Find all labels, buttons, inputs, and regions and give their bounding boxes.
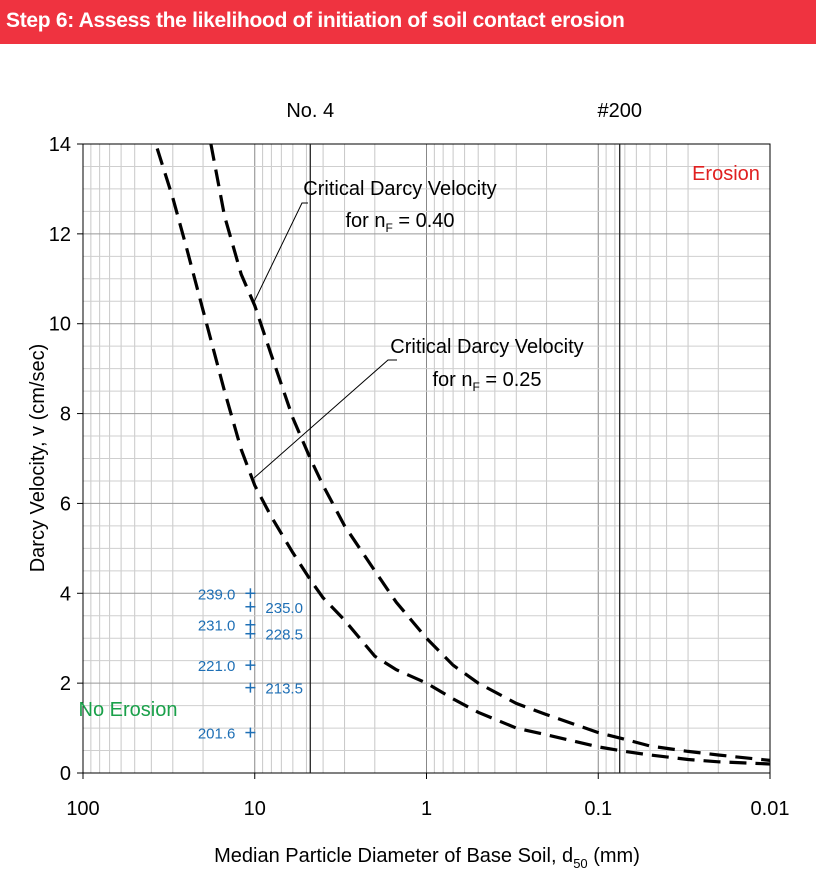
leader-line-025 bbox=[253, 359, 397, 479]
annotation-leaders bbox=[253, 202, 397, 479]
y-tick-label: 0 bbox=[60, 763, 71, 785]
data-point-label: 228.5 bbox=[265, 627, 303, 644]
x-axis-label: Median Particle Diameter of Base Soil, d… bbox=[214, 845, 640, 871]
x-tick-label: 1 bbox=[421, 798, 432, 820]
y-tick-label: 4 bbox=[60, 583, 71, 605]
x-tick-label: 100 bbox=[66, 798, 99, 820]
y-tick-label: 8 bbox=[60, 404, 71, 426]
critical-velocity-curve bbox=[155, 148, 771, 766]
data-point-label: 201.6 bbox=[198, 726, 236, 743]
x-tick-label: 10 bbox=[244, 798, 266, 820]
data-point-label: 239.0 bbox=[198, 586, 236, 603]
page-title: Step 6: Assess the likelihood of initiat… bbox=[6, 9, 625, 32]
data-point-label: 221.0 bbox=[198, 658, 236, 675]
data-point-label: 231.0 bbox=[198, 618, 236, 635]
axis-ticks: 100 10 1 0.1 0.01 0 2 4 6 8 10 12 14 bbox=[49, 134, 790, 820]
series-label-025-line1: Critical Darcy Velocity bbox=[390, 336, 583, 358]
series-label-025-line2: for nF = 0.25 bbox=[432, 369, 541, 394]
header-banner: Step 6: Assess the likelihood of initiat… bbox=[0, 0, 816, 44]
y-tick-label: 14 bbox=[49, 134, 71, 156]
sieve-label: No. 4 bbox=[286, 100, 334, 122]
leader-line-040 bbox=[253, 202, 308, 303]
y-axis-label: Darcy Velocity, v (cm/sec) bbox=[27, 344, 49, 573]
x-tick-label: 0.1 bbox=[584, 798, 612, 820]
grid bbox=[83, 144, 771, 773]
series-label-040-line2: for nF = 0.40 bbox=[345, 210, 454, 235]
critical-velocity-curve bbox=[209, 143, 771, 762]
x-tick-label: 0.01 bbox=[751, 798, 790, 820]
sieve-lines: No. 4 #200 bbox=[286, 100, 642, 773]
y-tick-label: 10 bbox=[49, 314, 71, 336]
data-point-label: 235.0 bbox=[265, 600, 303, 617]
region-label-no-erosion: No Erosion bbox=[79, 699, 178, 721]
sieve-label: #200 bbox=[597, 100, 642, 122]
data-points: 239.0 235.0 231.0 228.5 221.0 213.5 201.6 bbox=[198, 586, 303, 742]
y-tick-label: 12 bbox=[49, 224, 71, 246]
series-label-040-line1: Critical Darcy Velocity bbox=[303, 178, 496, 200]
series-curves bbox=[155, 143, 771, 766]
y-tick-label: 6 bbox=[60, 493, 71, 515]
y-tick-label: 2 bbox=[60, 673, 71, 695]
region-label-erosion: Erosion bbox=[692, 163, 760, 185]
data-point-label: 213.5 bbox=[265, 681, 303, 698]
